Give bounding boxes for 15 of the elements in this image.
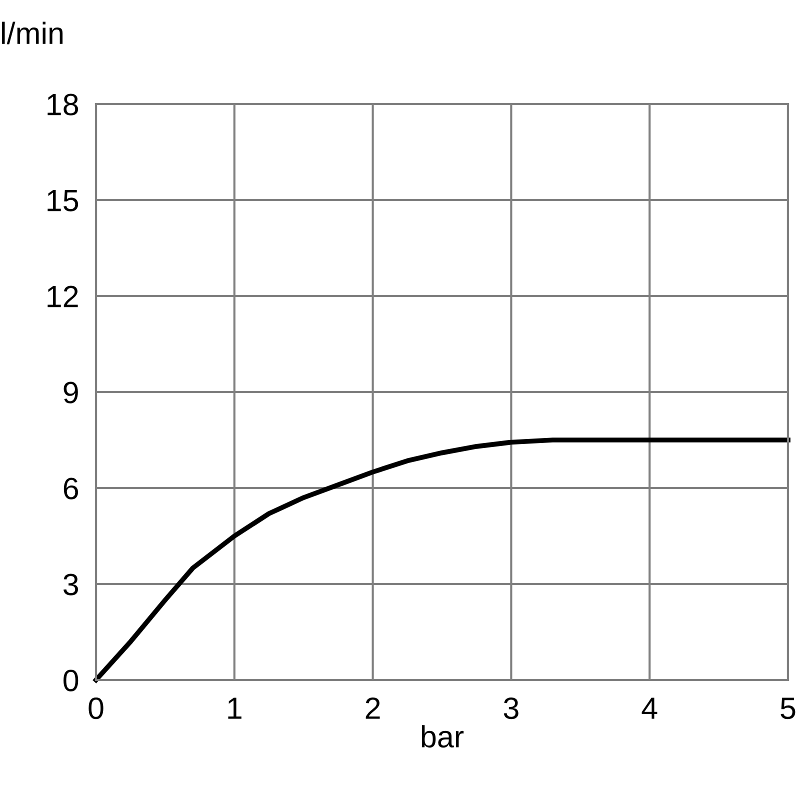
x-tick-label: 1 [228, 698, 242, 719]
x-tick-label: 5 [780, 698, 796, 720]
y-tick-label: 18 [48, 94, 78, 116]
y-axis-title: l/min [2, 22, 63, 44]
x-axis-title: bar [422, 725, 464, 748]
y-tick-label: 15 [48, 190, 78, 212]
y-tick-label: 9 [64, 382, 78, 404]
y-tick-label: 0 [64, 670, 78, 692]
x-tick-label: 0 [88, 697, 104, 720]
y-tick-label: 3 [64, 574, 78, 596]
x-tick-label: 4 [642, 698, 658, 719]
x-tick-label: 2 [366, 697, 380, 719]
y-tick-label: 6 [64, 478, 78, 500]
x-tick-label: 3 [504, 697, 518, 720]
y-tick-label: 12 [48, 286, 78, 308]
